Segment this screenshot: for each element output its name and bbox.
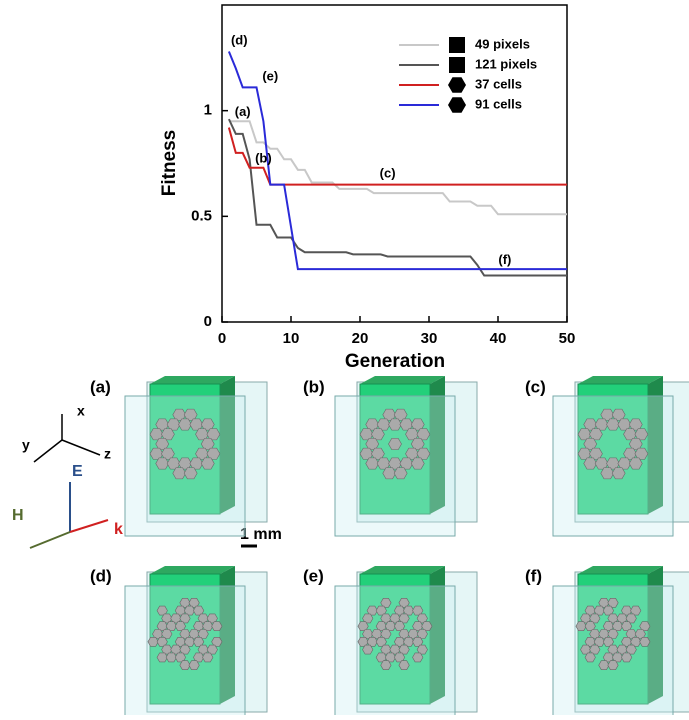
legend-marker (448, 77, 466, 93)
hexagon-cell (411, 458, 424, 469)
hexagon-cell (413, 653, 423, 662)
axis-arrow (34, 440, 62, 462)
axis-label: x (77, 403, 85, 419)
axis-label: z (104, 446, 111, 462)
field-label: k (114, 521, 123, 538)
slab-top (578, 376, 663, 384)
axis-label: y (22, 437, 30, 453)
annotation: (c) (380, 166, 396, 181)
y-axis-label: Fitness (159, 130, 180, 197)
coordinate-axes: x y z E H k (12, 403, 123, 548)
panel-label: (a) (90, 377, 111, 396)
hexagon-cell (363, 645, 373, 654)
hexagon-cell (640, 637, 650, 646)
x-tick-label: 40 (490, 330, 507, 347)
legend-marker (449, 57, 465, 73)
panel-label: (b) (303, 377, 325, 396)
panel-label: (c) (525, 377, 546, 396)
field-label: H (12, 507, 24, 524)
field-label: E (72, 463, 83, 480)
figure: Fitness Generation x y z E H k 1 mm 0102… (0, 0, 689, 715)
field-arrow (70, 520, 108, 532)
hexagon-cell (612, 468, 625, 479)
hexagon-cell (189, 661, 199, 670)
x-axis-label: Generation (345, 351, 445, 372)
annotation: (d) (231, 32, 248, 47)
series-line (229, 128, 567, 185)
legend-marker (448, 97, 466, 113)
x-tick-label: 30 (421, 330, 438, 347)
slab-top (360, 376, 445, 384)
x-tick-label: 10 (283, 330, 300, 347)
field-arrow (30, 532, 70, 548)
slab-top (150, 376, 235, 384)
annotation: (b) (255, 151, 272, 166)
y-tick-label: 0.5 (191, 207, 212, 224)
x-tick-label: 50 (559, 330, 576, 347)
hexagon-cell (203, 653, 213, 662)
annotation: (e) (262, 68, 278, 83)
plot-frame (222, 5, 567, 322)
slab-top (360, 566, 445, 574)
annotation: (f) (498, 252, 511, 267)
hexagon-cell (585, 653, 595, 662)
legend-label: 37 cells (475, 76, 522, 91)
axis-arrow (62, 440, 100, 455)
series-line (229, 119, 567, 275)
hexagon-cell (399, 661, 409, 670)
annotation: (a) (235, 104, 251, 119)
legend-label: 49 pixels (475, 36, 530, 51)
hexagon-cell (621, 653, 631, 662)
x-tick-label: 20 (352, 330, 369, 347)
scale-label: 1 mm (240, 526, 282, 543)
x-tick-label: 0 (218, 330, 226, 347)
hexagon-cell (608, 661, 618, 670)
hexagon-cell (201, 458, 214, 469)
legend-marker (449, 37, 465, 53)
hexagon-cell (381, 661, 391, 670)
hexagon-cell (394, 468, 407, 479)
hexagon-cell (389, 438, 402, 449)
slab-top (150, 566, 235, 574)
legend-label: 91 cells (475, 96, 522, 111)
panel-label: (f) (525, 566, 542, 585)
y-tick-label: 0 (204, 313, 212, 330)
hexagon-cell (212, 622, 222, 631)
y-tick-label: 1 (204, 102, 212, 119)
panel-label: (d) (90, 566, 112, 585)
hexagon-cell (184, 468, 197, 479)
panel-label: (e) (303, 566, 324, 585)
hexagon-cell (629, 458, 642, 469)
legend-label: 121 pixels (475, 56, 537, 71)
series-line (229, 121, 567, 214)
slab-top (578, 566, 663, 574)
